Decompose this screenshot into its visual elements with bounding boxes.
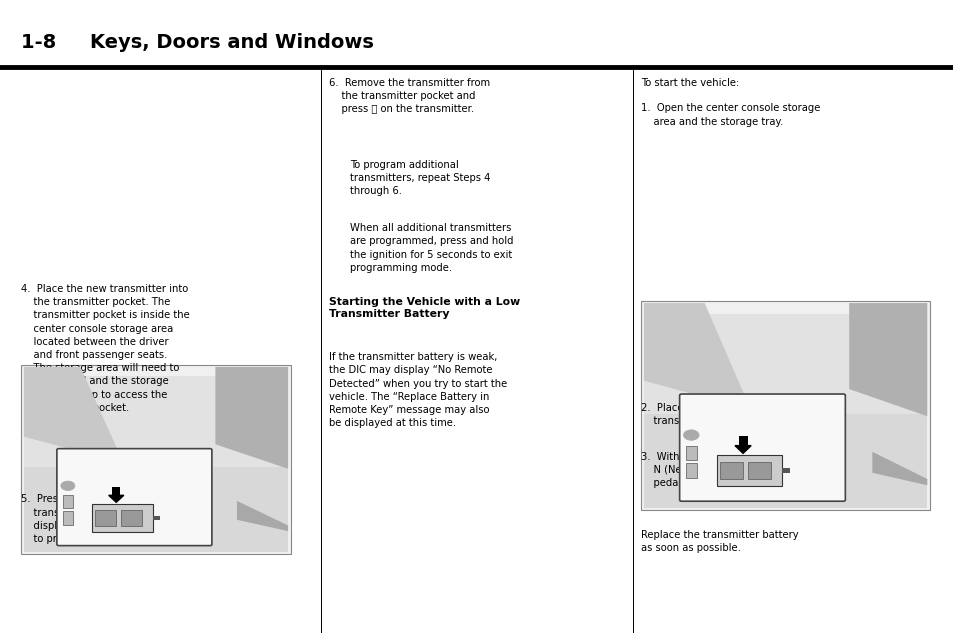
Bar — [640, 301, 929, 510]
Text: 1.  Open the center console storage
    area and the storage tray.: 1. Open the center console storage area … — [640, 103, 820, 126]
Text: Starting the Vehicle with a Low
Transmitter Battery: Starting the Vehicle with a Low Transmit… — [329, 297, 519, 320]
Bar — [643, 414, 926, 508]
Polygon shape — [236, 501, 288, 531]
Polygon shape — [215, 367, 288, 469]
Bar — [152, 516, 159, 520]
Bar — [643, 313, 926, 416]
Polygon shape — [734, 445, 750, 454]
Bar — [685, 445, 697, 460]
Text: To start the vehicle:: To start the vehicle: — [640, 78, 739, 88]
Bar — [91, 504, 152, 532]
Polygon shape — [643, 303, 750, 410]
Bar — [112, 487, 120, 495]
Bar — [720, 462, 742, 479]
Bar — [738, 436, 747, 445]
Bar — [63, 495, 73, 508]
Text: 5.  Press the ignition. When the
    transmitter is learned the DIC
    display : 5. Press the ignition. When the transmit… — [21, 494, 195, 544]
Circle shape — [682, 430, 699, 440]
Bar — [24, 376, 288, 469]
Bar — [121, 510, 142, 526]
Bar — [24, 467, 288, 552]
Bar — [747, 462, 770, 479]
Text: 1-8     Keys, Doors and Windows: 1-8 Keys, Doors and Windows — [21, 33, 374, 52]
Bar — [95, 510, 116, 526]
Polygon shape — [109, 495, 124, 502]
Bar — [63, 511, 73, 524]
Polygon shape — [871, 452, 926, 486]
Text: 4.  Place the new transmitter into
    the transmitter pocket. The
    transmitt: 4. Place the new transmitter into the tr… — [21, 284, 190, 413]
Bar — [21, 365, 291, 554]
FancyBboxPatch shape — [679, 394, 844, 501]
Text: To program additional
transmitters, repeat Steps 4
through 6.: To program additional transmitters, repe… — [350, 160, 490, 196]
Text: If the transmitter battery is weak,
the DIC may display “No Remote
Detected” whe: If the transmitter battery is weak, the … — [329, 352, 507, 428]
Text: 6.  Remove the transmitter from
    the transmitter pocket and
    press ⚿ on th: 6. Remove the transmitter from the trans… — [329, 78, 490, 114]
Text: Replace the transmitter battery
as soon as possible.: Replace the transmitter battery as soon … — [640, 530, 798, 553]
Bar — [717, 455, 781, 486]
Bar — [781, 468, 789, 473]
FancyBboxPatch shape — [57, 449, 212, 545]
Polygon shape — [848, 303, 926, 416]
Circle shape — [61, 481, 75, 491]
Text: 3.  With the vehicle in P (Park) or
    N (Neutral), press the brake
    pedal a: 3. With the vehicle in P (Park) or N (Ne… — [640, 452, 804, 488]
Text: When all additional transmitters
are programmed, press and hold
the ignition for: When all additional transmitters are pro… — [350, 223, 513, 273]
Bar — [685, 463, 697, 478]
Polygon shape — [24, 367, 124, 463]
Text: 2.  Place the transmitter in the
    transmitter pocket.: 2. Place the transmitter in the transmit… — [640, 403, 794, 426]
